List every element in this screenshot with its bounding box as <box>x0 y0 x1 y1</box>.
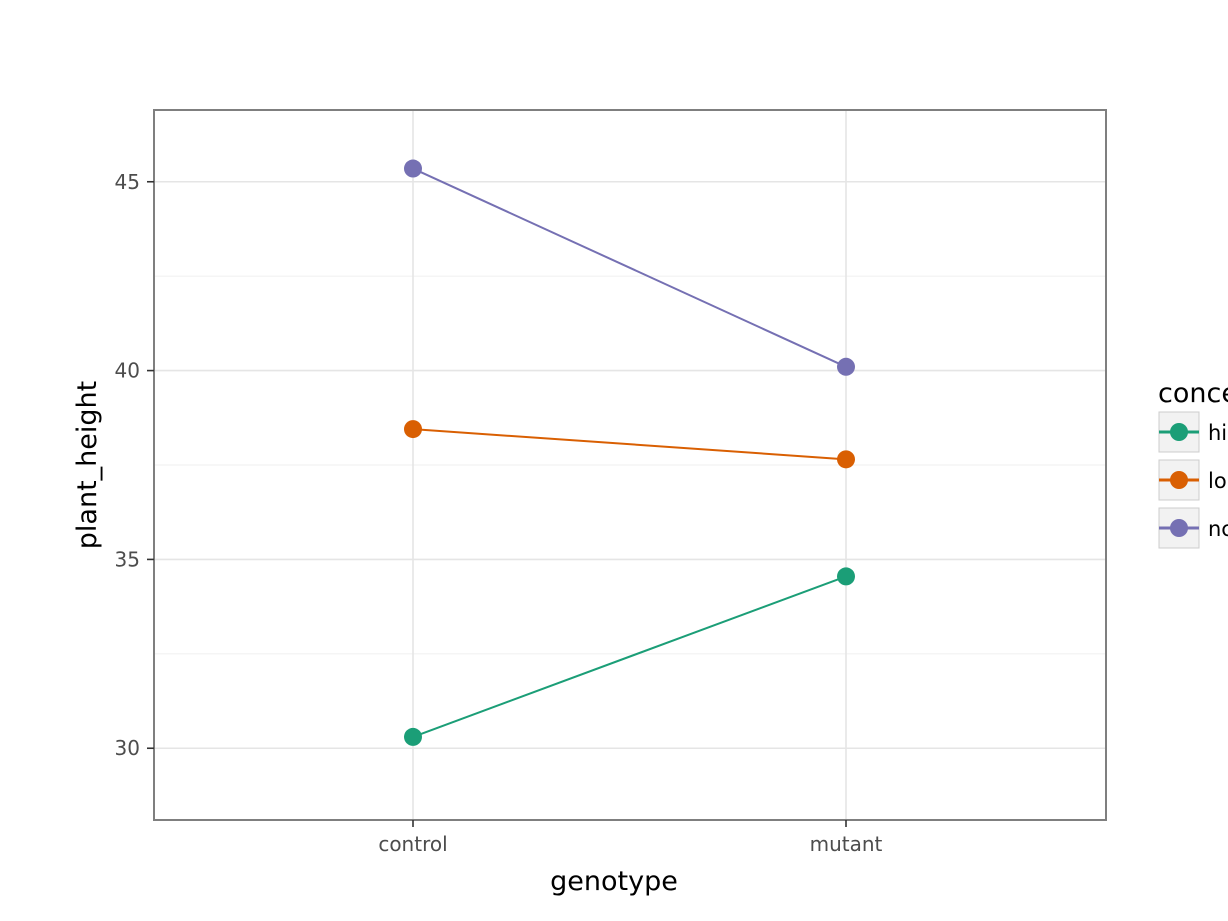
series-points <box>404 159 855 746</box>
panel-border <box>153 109 1107 821</box>
y-tick-label: 35 <box>115 547 140 571</box>
legend-label: hi <box>1208 421 1227 445</box>
legend-title: conce <box>1158 378 1228 409</box>
legend-key-point <box>1170 519 1188 537</box>
series-lines <box>412 167 847 738</box>
data-point-low-mutant <box>837 450 855 469</box>
x-tick-label: control <box>378 832 447 856</box>
y-axis-title: plant_height <box>72 381 103 549</box>
y-tick-label: 40 <box>115 359 140 383</box>
legend-label: lo <box>1208 469 1227 493</box>
axes: 30 35 40 45 control mutant <box>115 170 883 856</box>
data-point-low-control <box>404 420 422 439</box>
data-point-high-mutant <box>837 567 855 586</box>
series-line-none <box>412 167 847 368</box>
x-axis-title: genotype <box>550 866 678 897</box>
panel-frame <box>153 109 1107 821</box>
legend: conce hi lo nc <box>1158 378 1228 549</box>
data-point-none-mutant <box>837 357 855 376</box>
series-line-low <box>412 428 847 461</box>
legend-key-point <box>1170 423 1188 441</box>
data-point-high-control <box>404 727 422 746</box>
y-tick-label: 45 <box>115 170 140 194</box>
legend-key-point <box>1170 471 1188 489</box>
x-tick-label: mutant <box>810 832 883 856</box>
legend-label: nc <box>1208 517 1228 541</box>
series-line-high <box>412 575 847 738</box>
grid-lines <box>154 110 1106 820</box>
data-point-none-control <box>404 159 422 178</box>
y-tick-label: 30 <box>115 736 140 760</box>
